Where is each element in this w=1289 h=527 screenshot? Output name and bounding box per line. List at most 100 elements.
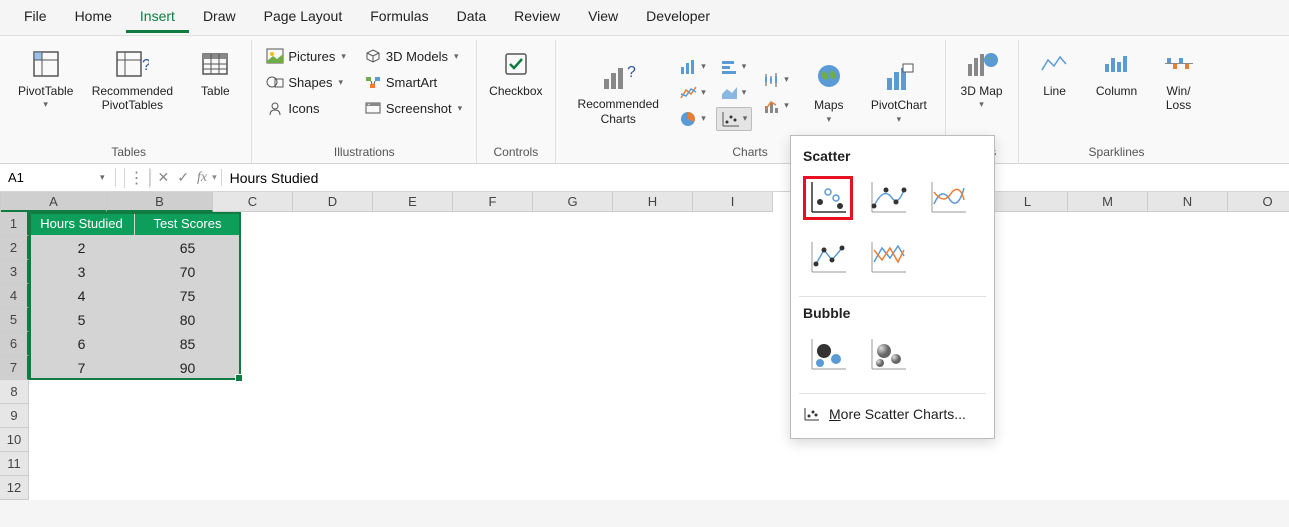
col-header-O[interactable]: O [1228,192,1289,212]
scatter-markers-option[interactable] [803,176,853,220]
row-header-11[interactable]: 11 [0,452,29,476]
fx-button[interactable]: fx [194,170,210,186]
bubble-2d-option[interactable] [803,333,853,377]
col-header-N[interactable]: N [1148,192,1228,212]
stock-chart-button[interactable]: ▾ [758,68,793,92]
col-header-M[interactable]: M [1068,192,1148,212]
row-header-12[interactable]: 12 [0,476,29,500]
pie-chart-button[interactable]: ▾ [675,107,710,131]
cell-A4[interactable]: 4 [29,284,135,308]
expand-formula-button[interactable]: ⋮ [129,168,145,188]
row-header-4[interactable]: 4 [0,284,29,308]
scatter-smooth-markers-icon [866,178,910,218]
cancel-formula-button[interactable]: ✕ [155,169,173,186]
smartart-icon [364,74,382,90]
row-header-6[interactable]: 6 [0,332,29,356]
checkbox-button[interactable]: Checkbox [483,42,548,102]
col-header-C[interactable]: C [213,192,293,212]
recommended-pivottables-button[interactable]: ? Recommended PivotTables [81,42,183,117]
row-header-5[interactable]: 5 [0,308,29,332]
col-header-L[interactable]: L [988,192,1068,212]
rows: 1 Hours Studied Test Scores 2265 3370 44… [0,212,1289,500]
row-header-9[interactable]: 9 [0,404,29,428]
pivottable-button[interactable]: PivotTable ▾ [12,42,79,114]
scatter-lines-markers-option[interactable] [803,236,853,280]
cell-A2[interactable]: 2 [29,236,135,260]
combo-chart-button[interactable]: ▾ [758,94,793,118]
sparkline-column-button[interactable]: Column [1087,42,1147,102]
row-header-7[interactable]: 7 [0,356,29,380]
area-chart-button[interactable]: ▾ [716,81,753,105]
col-header-B[interactable]: B [107,192,213,212]
sparkline-winloss-icon [1163,52,1195,76]
shapes-button[interactable]: Shapes▾ [262,70,350,94]
row-header-3[interactable]: 3 [0,260,29,284]
menu-home[interactable]: Home [61,2,126,33]
cell-A7[interactable]: 7 [29,356,135,380]
menu-formulas[interactable]: Formulas [356,2,442,33]
menu-insert[interactable]: Insert [126,2,189,33]
line-chart-button[interactable]: ▾ [675,81,710,105]
table-button[interactable]: Table [185,42,245,102]
name-box-dropdown[interactable]: ▾ [94,172,111,183]
row-header-1[interactable]: 1 [0,212,29,236]
cell-A1[interactable]: Hours Studied [29,212,135,236]
menu-page-layout[interactable]: Page Layout [250,2,357,33]
menu-review[interactable]: Review [500,2,574,33]
menu-developer[interactable]: Developer [632,2,724,33]
ribbon-group-controls: Checkbox Controls [477,40,555,163]
cell-A3[interactable]: 3 [29,260,135,284]
row-header-10[interactable]: 10 [0,428,29,452]
scatter-smooth-option[interactable] [923,176,973,220]
col-header-G[interactable]: G [533,192,613,212]
pictures-button[interactable]: Pictures▾ [262,44,350,68]
pictures-icon [266,48,284,64]
group-label-sparklines: Sparklines [1025,143,1209,161]
cell-B3[interactable]: 70 [135,260,241,284]
3d-models-button[interactable]: 3D Models▾ [360,44,466,68]
recommended-charts-button[interactable]: ? Recommended Charts [567,55,669,130]
cell-A5[interactable]: 5 [29,308,135,332]
row-header-8[interactable]: 8 [0,380,29,404]
cell-B5[interactable]: 80 [135,308,241,332]
scatter-smooth-markers-option[interactable] [863,176,913,220]
pie-chart-icon [679,110,699,128]
sparkline-winloss-button[interactable]: Win/ Loss [1149,42,1209,117]
cell-B4[interactable]: 75 [135,284,241,308]
name-box[interactable] [4,168,94,187]
maps-button[interactable]: Maps▾ [799,56,859,128]
sparkline-line-button[interactable]: Line [1025,42,1085,102]
col-header-I[interactable]: I [693,192,773,212]
checkbox-label: Checkbox [489,84,542,98]
cell-A6[interactable]: 6 [29,332,135,356]
scatter-chart-button[interactable]: ▾ [716,107,753,131]
menu-view[interactable]: View [574,2,632,33]
cell-B1[interactable]: Test Scores [135,212,241,236]
cell-B2[interactable]: 65 [135,236,241,260]
screenshot-button[interactable]: Screenshot▾ [360,96,466,120]
column-chart-button[interactable]: ▾ [675,55,710,79]
col-header-E[interactable]: E [373,192,453,212]
more-scatter-label: More Scatter Charts... [829,406,966,422]
more-scatter-charts-button[interactable]: More Scatter Charts... [791,398,994,430]
icons-button[interactable]: Icons [262,96,350,120]
formula-input[interactable] [222,168,1289,188]
menu-data[interactable]: Data [443,2,501,33]
col-header-A[interactable]: A [1,192,107,212]
bubble-3d-option[interactable] [863,333,913,377]
row-header-2[interactable]: 2 [0,236,29,260]
3d-map-button[interactable]: 3D Map▾ [952,42,1012,114]
col-header-F[interactable]: F [453,192,533,212]
scatter-lines-option[interactable] [863,236,913,280]
cell-B6[interactable]: 85 [135,332,241,356]
col-header-H[interactable]: H [613,192,693,212]
cell-B7[interactable]: 90 [135,356,241,380]
pivotchart-button[interactable]: PivotChart▾ [865,56,933,128]
enter-formula-button[interactable]: ✓ [174,169,192,186]
pivotchart-icon [883,62,915,94]
smartart-button[interactable]: SmartArt [360,70,466,94]
menu-file[interactable]: File [10,2,61,33]
bar-chart-button[interactable]: ▾ [716,55,753,79]
menu-draw[interactable]: Draw [189,2,250,33]
col-header-D[interactable]: D [293,192,373,212]
